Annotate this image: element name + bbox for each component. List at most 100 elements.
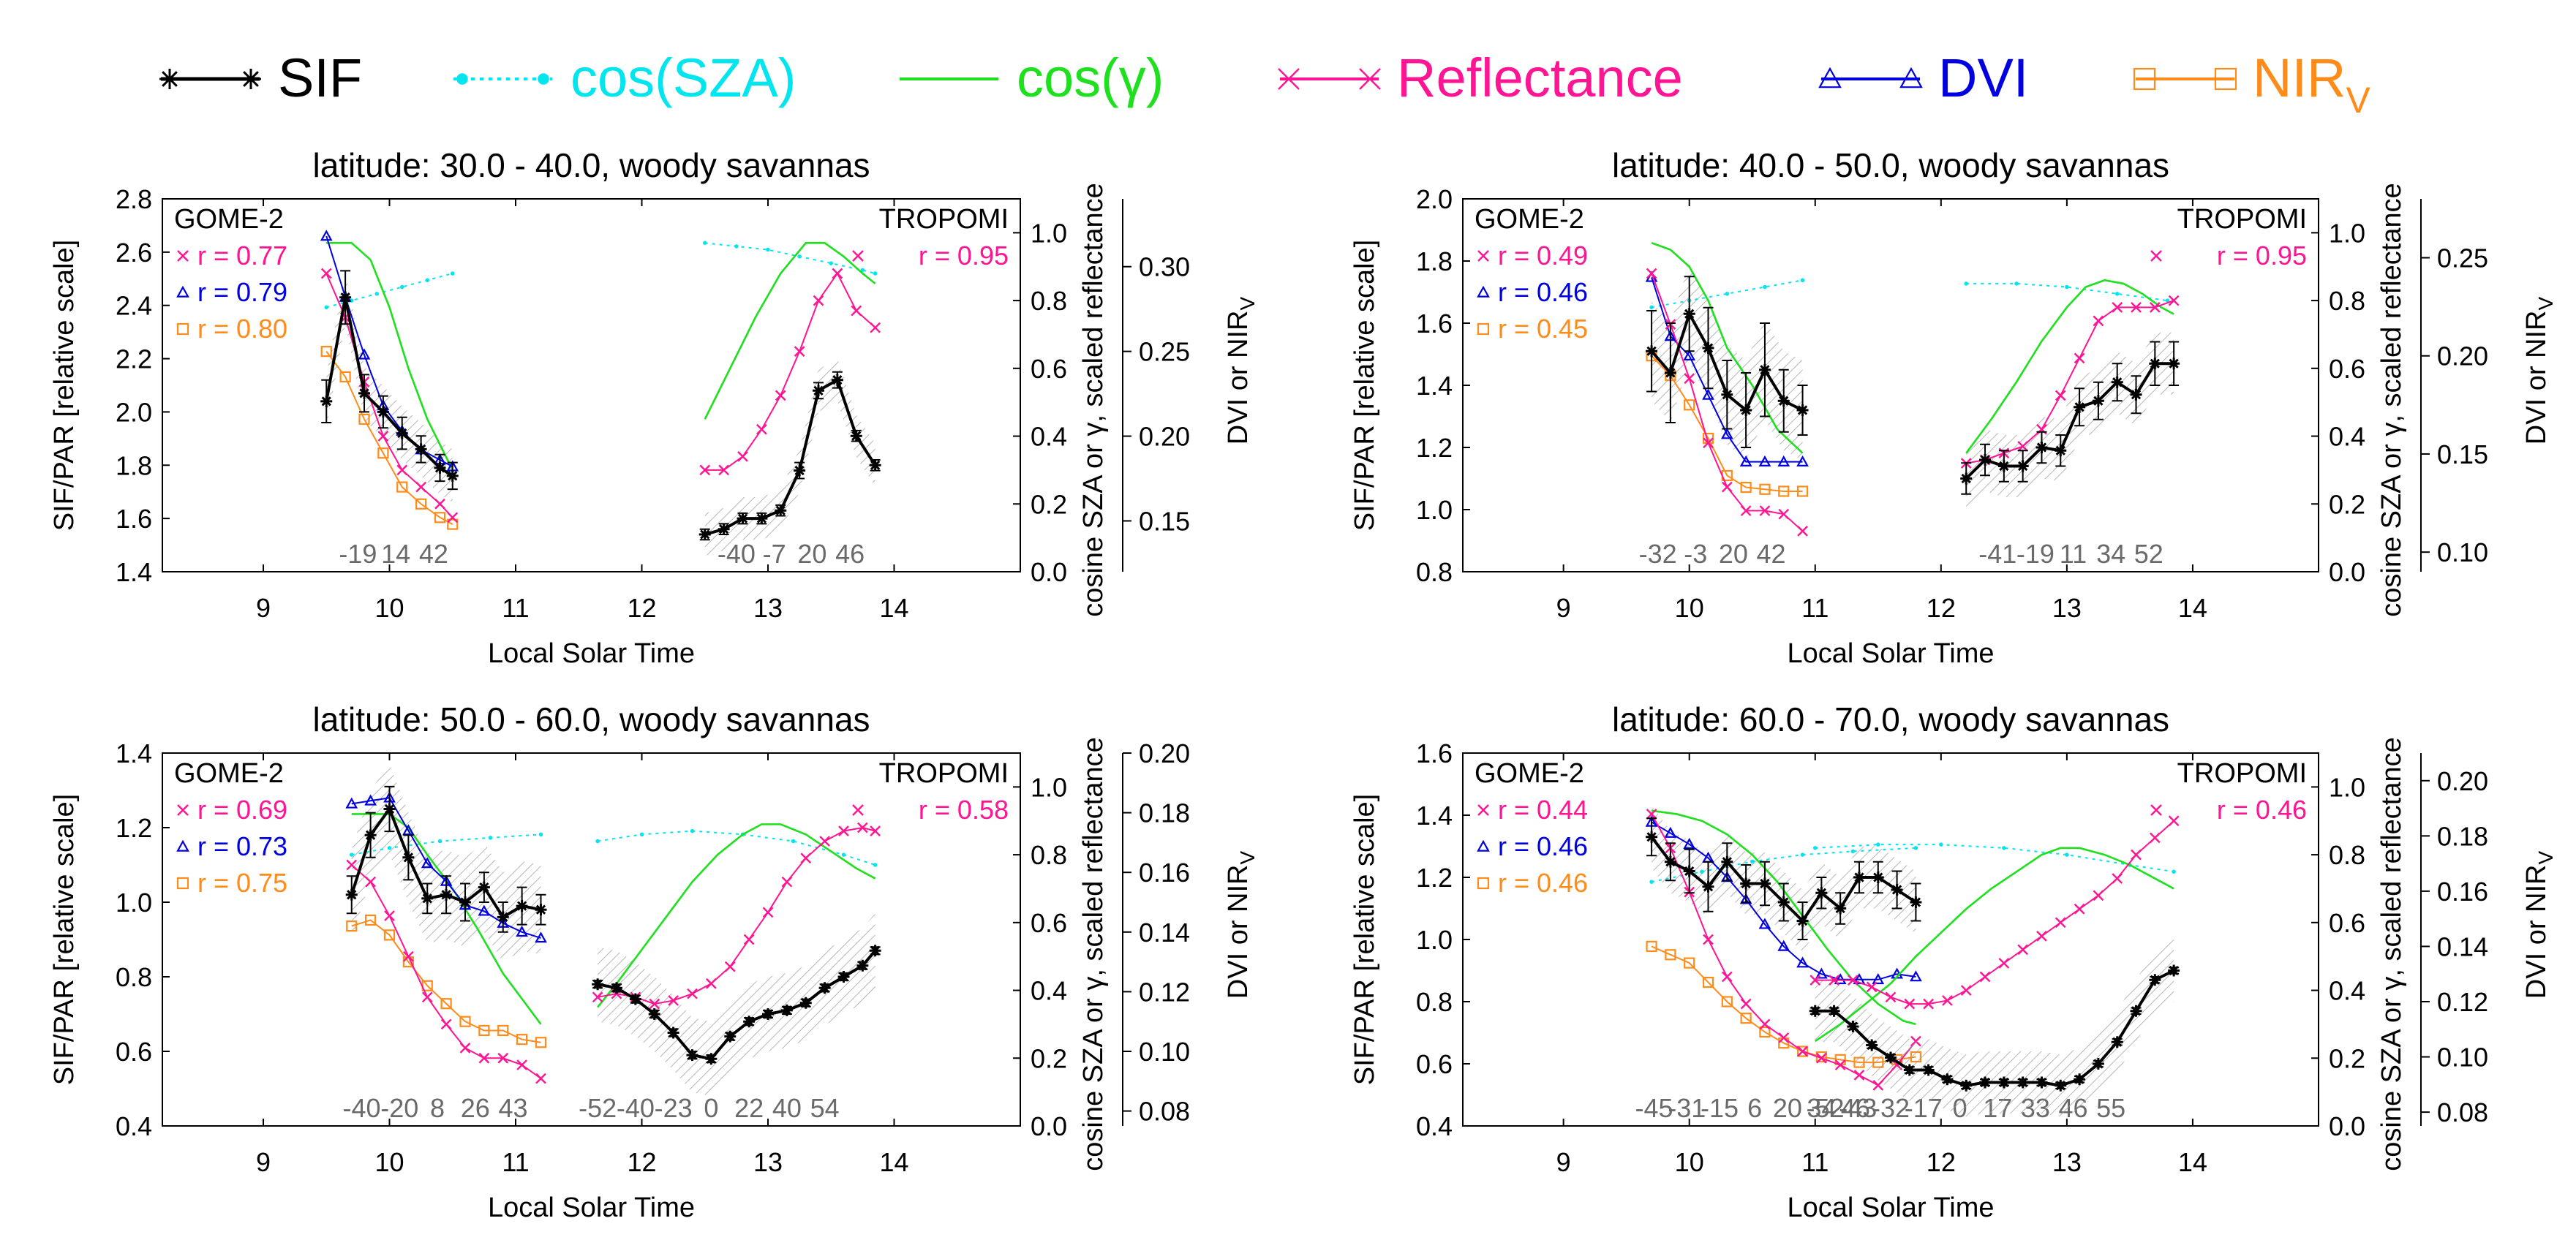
gome-r-marker-dvi xyxy=(1477,839,1490,852)
tropomi-sif-point xyxy=(611,982,622,994)
gome-r-marker-refl xyxy=(177,804,189,816)
legend-entry-cosg: cos(γ) xyxy=(900,48,1164,108)
legend-entry-cossza: cos(SZA) xyxy=(453,48,796,108)
panels: latitude: 30.0 - 40.0, woody savannas 1.4… xyxy=(49,146,2557,1223)
angle-label: 43 xyxy=(499,1093,528,1123)
angle-label: -40 xyxy=(343,1093,381,1123)
legend-marker-sif xyxy=(159,69,180,89)
x-tick-label: 12 xyxy=(627,593,656,623)
gome-r-dvi: r = 0.46 xyxy=(1498,277,1588,307)
x-axis-label: Local Solar Time xyxy=(1787,638,1994,669)
angle-label: 20 xyxy=(1719,539,1748,569)
angle-label: 42 xyxy=(419,539,448,569)
x-tick-label: 14 xyxy=(879,1147,908,1177)
y2-tick-label: 0.6 xyxy=(1031,354,1067,384)
tropomi-sif-point xyxy=(698,529,711,540)
tropomi-sif-point xyxy=(2149,358,2161,370)
gome-sif-point xyxy=(396,427,408,439)
tropomi-refl-point xyxy=(1848,975,1858,986)
x-axis-label: Local Solar Time xyxy=(488,638,695,669)
tropomi-sif-point xyxy=(799,997,812,1009)
gome-dvi-point xyxy=(364,794,377,806)
tropomi-sif-point xyxy=(2035,442,2048,453)
gome-nirv-point xyxy=(1740,1013,1752,1024)
tropomi-cossza-point xyxy=(2065,284,2069,290)
gome-r-dvi: r = 0.46 xyxy=(1498,831,1588,861)
gome-sif-point xyxy=(1796,915,1809,927)
y-tick-label: 1.4 xyxy=(1416,801,1453,831)
gome-sif-point xyxy=(1721,388,1733,401)
tropomi-refl-point xyxy=(2149,302,2161,313)
y-tick-label: 0.8 xyxy=(116,962,152,992)
tropomi-sif-point xyxy=(1828,1005,1840,1017)
tropomi-sif-point xyxy=(1847,1021,1859,1032)
tropomi-r-marker xyxy=(852,250,864,262)
tropomi-refl-point xyxy=(2055,917,2066,929)
tropomi-refl-point xyxy=(2131,302,2142,313)
tropomi-sif-point xyxy=(1941,1073,1954,1086)
gome-nirv-point xyxy=(1646,940,1657,953)
angle-label: 20 xyxy=(1773,1093,1802,1123)
gome-cossza-point xyxy=(400,284,404,290)
tropomi-sif-point xyxy=(780,1004,793,1016)
gome-cosg-line xyxy=(1651,242,1804,454)
tropomi-cossza-point xyxy=(873,271,878,276)
tropomi-refl-point xyxy=(2074,352,2085,364)
gome-dvi-point xyxy=(1739,455,1752,466)
y3-tick-label: 0.12 xyxy=(2437,987,2488,1017)
angle-label: 42 xyxy=(1757,539,1786,569)
gome-cossza-point xyxy=(1750,859,1755,864)
tropomi-refl-point xyxy=(699,464,711,476)
gome-nirv-point xyxy=(1665,949,1676,961)
gome-sif-point xyxy=(497,911,509,923)
gome-sif-uncertainty-band xyxy=(351,764,541,962)
tropomi-sif-point xyxy=(837,971,850,983)
angle-label: 6 xyxy=(1747,1093,1762,1123)
plot-frame xyxy=(1462,198,2319,572)
gome-cossza-point xyxy=(374,292,379,296)
y3-axis-label: DVI or NIRV xyxy=(1223,296,1259,445)
tropomi-sif-point xyxy=(686,1049,698,1062)
gome-refl-point xyxy=(459,1043,471,1054)
plot-frame xyxy=(162,198,1021,572)
tropomi-sif-point xyxy=(648,1008,660,1020)
gome-sif-point xyxy=(1872,872,1884,883)
tropomi-cossza-point xyxy=(639,832,644,837)
tropomi-r: r = 0.95 xyxy=(2217,241,2307,271)
y2-tick-label: 1.0 xyxy=(1031,772,1067,802)
gome-nirv-point xyxy=(320,346,332,358)
gome-cossza-point xyxy=(1913,846,1918,850)
legend-marker-refl xyxy=(1278,68,1300,90)
y2-tick-label: 0.0 xyxy=(2329,1111,2365,1141)
tropomi-refl-point xyxy=(1942,995,1953,1006)
y-tick-label: 1.4 xyxy=(116,557,152,587)
tropomi-refl-point xyxy=(2093,890,2104,901)
y2-tick-label: 0.2 xyxy=(2329,1043,2365,1073)
gome-dvi-point xyxy=(1796,956,1809,968)
gome-dvi-point xyxy=(1739,893,1752,904)
gome-sif-point xyxy=(440,888,453,901)
tropomi-cossza-point xyxy=(797,254,802,259)
gome-nirv-point xyxy=(1796,1046,1809,1057)
angle-label: -15 xyxy=(1701,1093,1739,1123)
gome-sif-point xyxy=(383,803,396,815)
gome-nirv-point xyxy=(1702,976,1714,988)
y2-tick-label: 0.6 xyxy=(2329,354,2365,384)
gome-cosg-line xyxy=(326,241,453,471)
tropomi-refl-point xyxy=(1866,981,1878,993)
angle-label: -20 xyxy=(380,1093,418,1123)
tropomi-sif-point xyxy=(2055,445,2067,457)
gome-cossza-point xyxy=(1763,284,1767,290)
y-axis-label: SIF/PAR [relative scale] xyxy=(49,794,80,1085)
gome-refl-point xyxy=(1778,508,1790,520)
angle-label: 26 xyxy=(461,1093,490,1123)
y-axis-label: SIF/PAR [relative scale] xyxy=(1349,240,1380,531)
gome-sif-point xyxy=(459,896,471,908)
y-tick-label: 2.2 xyxy=(116,344,152,374)
tropomi-refl-point xyxy=(2168,815,2180,827)
gome-refl-point xyxy=(1740,998,1752,1010)
y-tick-label: 0.4 xyxy=(116,1111,152,1141)
gome-cossza-point xyxy=(1850,849,1856,854)
gome-nirv-line xyxy=(325,351,453,525)
y-tick-label: 1.2 xyxy=(116,813,152,843)
